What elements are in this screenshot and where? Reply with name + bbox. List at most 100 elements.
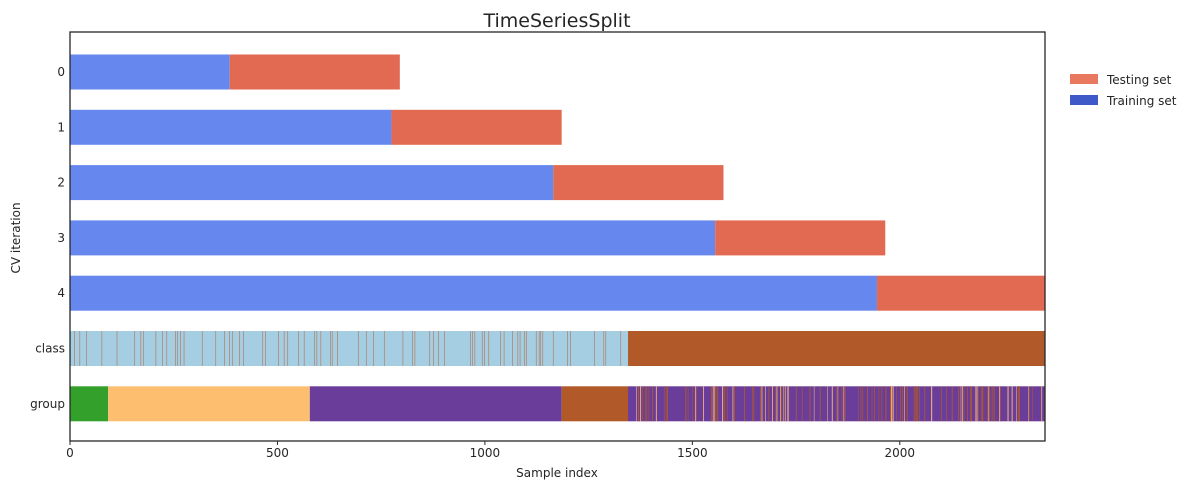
group-mixed-stripe (724, 386, 726, 422)
group-mixed-stripe (989, 386, 991, 422)
legend-swatch-1 (1070, 95, 1098, 105)
group-mixed-stripe (889, 386, 891, 422)
train-bar-0 (70, 54, 230, 90)
plot-frame (69, 31, 1046, 442)
group-mixed-stripe (696, 386, 698, 422)
group-mixed-stripe (987, 386, 988, 422)
group-mixed-stripe (715, 386, 716, 422)
group-mixed-stripe (917, 386, 919, 422)
group-mixed-stripe (878, 386, 880, 422)
x-tick-1000: 1000 (470, 446, 501, 460)
group-mixed-stripe (795, 386, 797, 422)
group-mixed-stripe (655, 386, 657, 422)
x-tick-1500: 1500 (677, 446, 708, 460)
group-mixed-stripe (999, 386, 1000, 422)
group-mixed-stripe (712, 386, 714, 422)
group-mixed-stripe (891, 386, 892, 422)
group-mixed-stripe (648, 386, 650, 422)
y-axis-label: CV iteration (9, 202, 23, 273)
group-mixed-stripe (640, 386, 642, 422)
group-mixed-stripe (787, 386, 788, 422)
group-mixed-stripe (722, 386, 724, 422)
y-tick-4: 4 (57, 286, 65, 300)
group-segment-1 (108, 386, 310, 422)
group-segment-3 (561, 386, 629, 422)
group-mixed-stripe (733, 386, 735, 422)
group-mixed-stripe (753, 386, 755, 422)
y-tick-2: 2 (57, 176, 65, 190)
group-mixed-stripe (636, 386, 637, 422)
chart-title: TimeSeriesSplit (482, 10, 630, 32)
group-mixed-stripe (931, 386, 933, 422)
group-mixed-stripe (844, 386, 846, 422)
group-mixed-stripe (940, 386, 942, 422)
group-mixed-stripe (836, 386, 837, 422)
group-mixed-stripe (860, 386, 862, 422)
group-mixed-stripe (780, 386, 782, 422)
group-mixed-stripe (760, 386, 761, 422)
group-mixed-stripe (771, 386, 773, 422)
group-mixed-stripe (874, 386, 876, 422)
x-tick-0: 0 (66, 446, 74, 460)
test-bar-1 (391, 109, 562, 145)
group-mixed-stripe (871, 386, 873, 422)
group-mixed-stripe (717, 386, 719, 422)
group-mixed-stripe (1018, 386, 1019, 422)
test-bar-3 (715, 220, 886, 256)
group-mixed-stripe (768, 386, 770, 422)
group-mixed-stripe (1028, 386, 1029, 422)
group-mixed-stripe (970, 386, 971, 422)
group-mixed-stripe (981, 386, 983, 422)
x-tick-labels: 0 500 1000 1500 2000 (66, 441, 915, 460)
group-mixed-stripe (993, 386, 995, 422)
group-mixed-stripe (902, 386, 903, 422)
group-mixed-stripe (970, 386, 972, 422)
group-mixed-stripe (710, 386, 712, 422)
group-mixed-stripe (881, 386, 883, 422)
group-mixed-stripe (776, 386, 778, 422)
y-tick-1: 1 (57, 120, 65, 134)
group-mixed-stripe (837, 386, 839, 422)
y-tick-3: 3 (57, 231, 65, 245)
group-mixed-stripe (867, 386, 868, 422)
legend-label-1: Training set (1106, 94, 1177, 108)
group-mixed-stripe (913, 386, 915, 422)
group-mixed-stripe (646, 386, 648, 422)
test-bar-4 (876, 275, 1045, 311)
group-mixed-stripe (976, 386, 978, 422)
group-mixed-stripe (685, 386, 687, 422)
legend-label-0: Testing set (1106, 73, 1172, 87)
group-mixed-stripe (765, 386, 766, 422)
group-mixed-stripe (916, 386, 918, 422)
group-mixed-stripe (813, 386, 815, 422)
group-mixed-stripe (885, 386, 887, 422)
group-mixed-stripe (904, 386, 905, 422)
group-mixed-stripe (809, 386, 811, 422)
legend-swatch-0 (1070, 74, 1098, 84)
group-mixed-stripe (962, 386, 963, 422)
group-mixed-stripe (1011, 386, 1013, 422)
group-mixed-stripe (915, 386, 916, 422)
y-tick-class: class (35, 342, 65, 356)
group-mixed-stripe (1000, 386, 1002, 422)
group-mixed-stripe (896, 386, 897, 422)
group-mixed-stripe (665, 386, 667, 422)
group-segment-2 (309, 386, 562, 422)
group-mixed-stripe (703, 386, 704, 422)
group-mixed-stripe (841, 386, 843, 422)
group-mixed-stripe (819, 386, 821, 422)
group-mixed-stripe (967, 386, 968, 422)
group-mixed-stripe (695, 386, 697, 422)
group-mixed-stripe (732, 386, 734, 422)
group-mixed-stripe (982, 386, 984, 422)
group-mixed-stripe (1041, 386, 1043, 422)
group-mixed-stripe (1016, 386, 1018, 422)
group-mixed-stripe (1029, 386, 1030, 422)
group-mixed-stripe (692, 386, 694, 422)
group-mixed-stripe (784, 386, 786, 422)
group-mixed-stripe (781, 386, 782, 422)
x-axis-label: Sample index (516, 466, 598, 480)
group-mixed-stripe (775, 386, 777, 422)
group-mixed-stripe (960, 386, 962, 422)
